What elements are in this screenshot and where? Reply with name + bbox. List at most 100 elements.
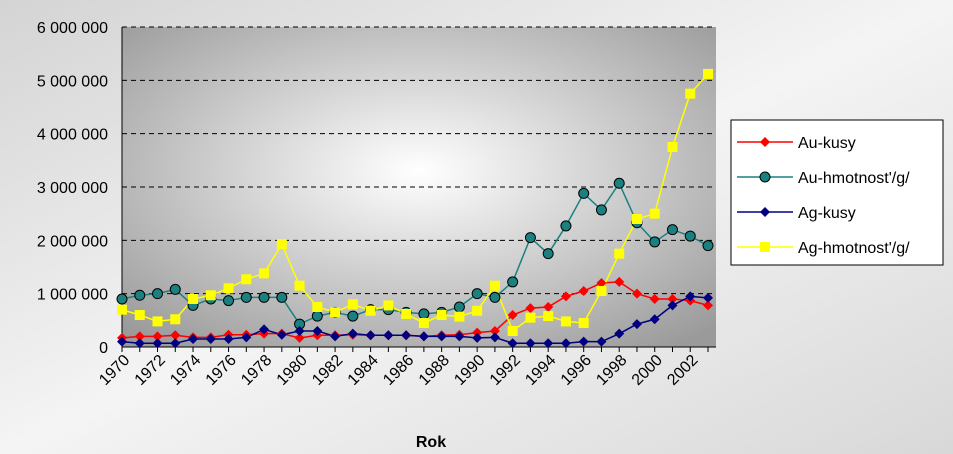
data-point bbox=[311, 310, 323, 322]
y-tick-label: 2 000 000 bbox=[37, 233, 108, 250]
data-point bbox=[152, 288, 164, 300]
data-point bbox=[240, 291, 252, 303]
data-point bbox=[418, 318, 429, 328]
y-tick-label: 3 000 000 bbox=[37, 180, 108, 197]
data-point bbox=[347, 299, 358, 310]
data-point bbox=[418, 331, 429, 342]
data-point bbox=[685, 291, 696, 302]
data-point bbox=[667, 294, 678, 304]
data-point bbox=[294, 332, 305, 343]
data-point bbox=[436, 331, 447, 342]
legend-marker bbox=[760, 242, 770, 252]
data-point bbox=[170, 330, 181, 341]
series-line bbox=[121, 181, 709, 326]
data-point bbox=[276, 291, 288, 303]
data-point bbox=[383, 300, 394, 311]
data-point bbox=[524, 232, 536, 244]
data-point bbox=[169, 283, 181, 295]
data-point bbox=[258, 291, 270, 303]
data-point bbox=[685, 88, 696, 99]
data-point bbox=[684, 230, 696, 242]
data-point bbox=[614, 248, 625, 259]
data-point bbox=[188, 294, 199, 304]
data-point bbox=[489, 291, 501, 303]
data-point bbox=[507, 276, 519, 288]
series-line bbox=[121, 73, 709, 333]
data-point bbox=[614, 328, 625, 339]
data-point bbox=[330, 307, 341, 318]
y-tick-label: 1 000 000 bbox=[37, 287, 108, 304]
data-point bbox=[542, 248, 554, 260]
legend-label: Ag-hmotnost'/g/ bbox=[798, 240, 910, 257]
data-point bbox=[294, 326, 305, 336]
data-point bbox=[543, 311, 554, 322]
data-point bbox=[578, 187, 590, 199]
data-point bbox=[436, 310, 447, 320]
data-point bbox=[595, 204, 607, 216]
data-point bbox=[365, 330, 376, 341]
data-point bbox=[134, 289, 146, 301]
data-point bbox=[507, 326, 518, 336]
data-point bbox=[578, 286, 589, 296]
data-point bbox=[596, 278, 607, 288]
data-point bbox=[560, 220, 572, 232]
data-point bbox=[489, 332, 500, 343]
data-point bbox=[223, 283, 234, 294]
data-point bbox=[454, 311, 465, 322]
data-point bbox=[596, 336, 607, 347]
legend-label: Au-hmotnost'/g/ bbox=[798, 170, 910, 187]
data-point bbox=[631, 319, 642, 330]
data-point bbox=[188, 334, 199, 344]
data-point bbox=[241, 332, 252, 343]
data-point bbox=[703, 68, 713, 79]
data-point bbox=[525, 338, 536, 349]
data-point bbox=[276, 239, 287, 250]
data-point bbox=[507, 338, 518, 349]
y-tick-label: 6 000 000 bbox=[37, 20, 108, 37]
data-point bbox=[241, 274, 252, 285]
data-point bbox=[152, 316, 163, 327]
data-point bbox=[666, 224, 678, 236]
data-point bbox=[117, 304, 127, 315]
data-point bbox=[294, 280, 305, 291]
data-point bbox=[205, 334, 216, 344]
data-point bbox=[649, 314, 660, 325]
data-point bbox=[347, 328, 358, 339]
data-point bbox=[596, 286, 607, 296]
data-point bbox=[667, 300, 678, 311]
data-point bbox=[472, 332, 483, 343]
data-point bbox=[507, 310, 518, 320]
legend-label: Au-kusy bbox=[798, 135, 856, 152]
data-point bbox=[401, 330, 412, 341]
data-point bbox=[489, 280, 500, 291]
data-point bbox=[330, 331, 341, 342]
data-point bbox=[631, 214, 642, 224]
y-tick-label: 0 bbox=[99, 340, 108, 357]
data-point bbox=[401, 308, 412, 319]
data-point bbox=[259, 268, 270, 279]
data-point bbox=[453, 301, 465, 313]
data-point bbox=[578, 336, 589, 347]
data-point bbox=[525, 303, 536, 314]
data-point bbox=[312, 302, 323, 312]
data-point bbox=[525, 312, 536, 323]
data-point bbox=[170, 314, 181, 325]
data-point bbox=[205, 290, 216, 301]
data-point bbox=[543, 338, 554, 349]
data-point bbox=[223, 295, 235, 307]
data-point bbox=[472, 327, 483, 338]
data-point bbox=[472, 305, 483, 316]
data-point bbox=[543, 302, 554, 312]
data-point bbox=[703, 292, 713, 303]
y-tick-label: 5 000 000 bbox=[37, 73, 108, 90]
legend-marker bbox=[760, 207, 770, 217]
data-point bbox=[134, 331, 145, 342]
data-point bbox=[560, 338, 571, 349]
data-point bbox=[702, 240, 714, 252]
data-point bbox=[365, 305, 376, 316]
data-point bbox=[312, 326, 323, 336]
data-point bbox=[454, 331, 465, 342]
data-point bbox=[649, 294, 660, 304]
data-point bbox=[276, 329, 287, 340]
